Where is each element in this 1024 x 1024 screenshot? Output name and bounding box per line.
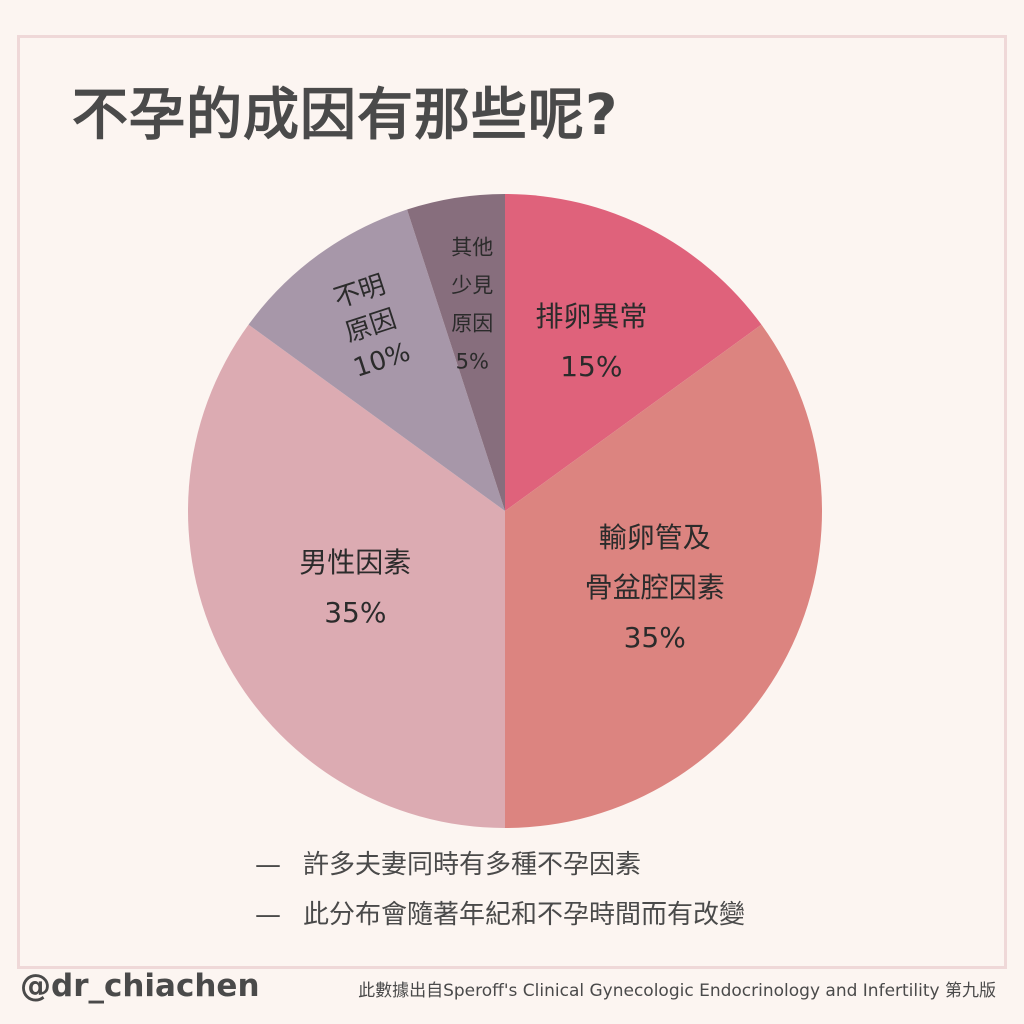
slice-label-line: 輸卵管及 — [599, 521, 711, 554]
slice-label-line: 骨盆腔因素 — [585, 571, 725, 604]
pie-slice — [505, 324, 823, 828]
notes-list: — 許多夫妻同時有多種不孕因素 — 此分布會隨著年紀和不孕時間而有改變 — [255, 840, 745, 940]
slice-label-line: 原因 — [451, 311, 493, 335]
slice-label-line: 5% — [456, 349, 489, 373]
chart-title: 不孕的成因有那些呢? — [72, 83, 619, 148]
author-handle: @dr_chiachen — [20, 968, 260, 1004]
note-text: 此分布會隨著年紀和不孕時間而有改變 — [303, 900, 746, 930]
note-item: — 許多夫妻同時有多種不孕因素 — [255, 840, 745, 890]
note-text: 許多夫妻同時有多種不孕因素 — [303, 850, 642, 880]
slice-label: 排卵異常 15% — [535, 300, 647, 383]
slice-label-line: 35% — [324, 596, 386, 629]
slice-label-line: 35% — [624, 621, 686, 654]
source-citation: 此數據出自Speroff's Clinical Gynecologic Endo… — [358, 981, 996, 1001]
pie-slice — [187, 324, 505, 828]
note-item: — 此分布會隨著年紀和不孕時間而有改變 — [255, 890, 745, 940]
note-dash: — — [255, 850, 281, 880]
slice-label-line: 其他 — [451, 235, 493, 259]
slice-label: 男性因素 35% — [299, 546, 411, 629]
slice-label-line: 15% — [560, 350, 622, 383]
card-frame — [17, 35, 1007, 969]
pie-slice — [505, 194, 762, 511]
slice-label-line: 少見 — [451, 273, 493, 297]
pie-slice — [248, 209, 506, 511]
pie-slice — [407, 194, 505, 511]
slice-label-line: 男性因素 — [299, 546, 411, 579]
slice-label-line: 排卵異常 — [535, 300, 647, 333]
note-dash: — — [255, 900, 281, 930]
